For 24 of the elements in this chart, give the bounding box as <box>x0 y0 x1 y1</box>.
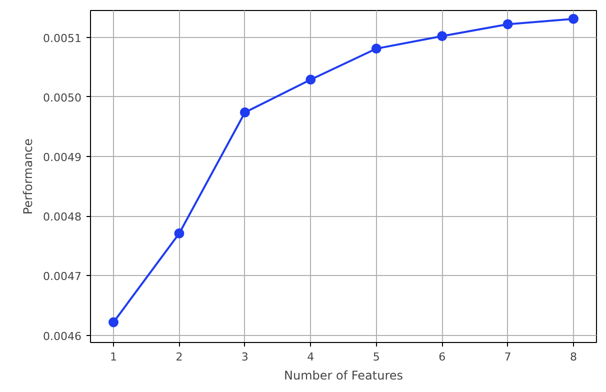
x-tick-label: 1 <box>110 350 117 364</box>
x-tick-label: 5 <box>372 350 380 364</box>
x-tick-label: 4 <box>307 350 314 364</box>
point <box>502 19 513 30</box>
x-tick-label: 3 <box>241 350 248 364</box>
x-tick-label: 7 <box>504 350 512 364</box>
y-tick-label: 0.0051 <box>43 32 82 45</box>
x-tick-label: 6 <box>438 350 446 364</box>
y-tick-label: 0.0050 <box>43 91 82 104</box>
point <box>437 31 448 42</box>
point <box>174 228 184 238</box>
y-tick-label: 0.0048 <box>43 210 82 224</box>
point <box>240 107 250 118</box>
point <box>306 74 316 85</box>
x-tick-label: 8 <box>570 350 577 364</box>
point <box>568 14 578 24</box>
x-tick-label: 2 <box>176 350 183 364</box>
point <box>108 317 118 328</box>
y-tick-label: 0.0046 <box>43 330 82 343</box>
y-tick-label: 0.0049 <box>43 151 82 164</box>
y-tick-label: 0.0047 <box>43 270 82 284</box>
point <box>371 44 382 54</box>
x-axis-title: Number of Features <box>284 368 403 382</box>
y-axis-title: Performance <box>21 138 36 215</box>
